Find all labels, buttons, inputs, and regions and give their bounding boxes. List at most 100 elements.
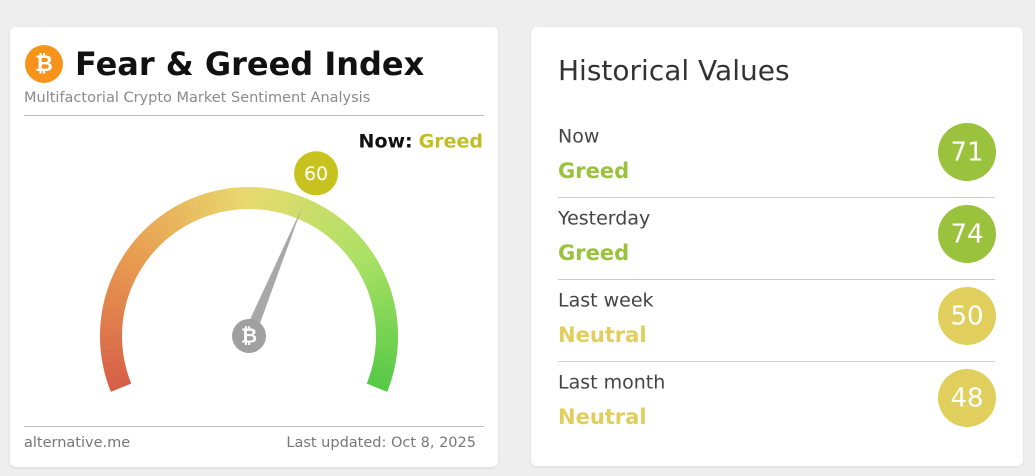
row-value: 50	[950, 302, 983, 332]
gauge-arc	[374, 347, 398, 358]
gauge-arc	[111, 271, 135, 287]
gauge-arc	[101, 353, 125, 364]
gauge-arc	[144, 225, 165, 246]
row-label: Last week	[558, 290, 654, 312]
gauge-arc	[160, 211, 180, 234]
gauge-arc	[373, 306, 397, 317]
row-badge	[938, 205, 996, 263]
gauge-arc	[102, 359, 126, 372]
row-classification: Neutral	[558, 323, 647, 347]
gauge-arc	[366, 278, 390, 293]
gauge-arc	[273, 189, 286, 213]
history-title: Historical Values	[558, 54, 790, 87]
gauge-arc	[372, 359, 396, 372]
needle-hub	[232, 319, 266, 353]
gauge-arc	[279, 191, 293, 215]
now-label: Now:	[359, 131, 413, 153]
gauge-arc	[227, 187, 237, 211]
gauge-arc	[138, 230, 160, 251]
gauge-arc	[350, 246, 373, 266]
gauge-arc	[370, 365, 394, 379]
hub-symbol: ₿	[241, 324, 257, 348]
gauge-arc	[285, 193, 300, 217]
updated: Last updated: Oct 8, 2025	[286, 435, 476, 451]
gauge-arc	[106, 284, 130, 299]
gauge-arc	[234, 187, 244, 210]
gauge-arc	[267, 188, 279, 212]
gauge-value: 60	[304, 163, 328, 185]
source: alternative.me	[24, 435, 130, 451]
gauge-arc	[291, 195, 307, 219]
row-classification: Neutral	[558, 405, 647, 429]
gauge-arc	[366, 377, 390, 392]
gauge-arc	[354, 252, 377, 271]
row-label: Last month	[558, 372, 665, 394]
gauge-arc	[134, 235, 156, 256]
gauge-arc	[261, 187, 272, 211]
row-value: 48	[950, 384, 983, 414]
bitcoin-icon	[25, 45, 63, 83]
gauge-arc	[374, 313, 398, 324]
gauge-arc	[108, 377, 132, 392]
gauge-arc	[114, 264, 138, 282]
gauge-arc	[108, 277, 133, 293]
gauge-arc	[303, 201, 320, 225]
gauge-arc	[101, 305, 125, 317]
gauge-arc	[363, 271, 387, 288]
bitcoin-symbol: ₿	[35, 52, 53, 77]
gauge-arc	[149, 220, 170, 242]
history-rows: Now Greed 71 Yesterday Greed 74 Last week Neutr…	[557, 123, 996, 429]
gauge-arc	[329, 220, 349, 242]
row-label: Now	[558, 126, 599, 148]
gauge-arc	[346, 241, 369, 261]
now-classification: Greed	[419, 131, 483, 153]
gauge-arc	[100, 347, 124, 357]
gauge-arc	[220, 188, 231, 212]
subtitle: Multifactorial Crypto Market Sentiment A…	[24, 90, 370, 106]
gauge-arc	[313, 208, 332, 231]
needle	[243, 206, 303, 339]
gauge-arc	[255, 187, 264, 210]
gauge-arc	[342, 235, 365, 256]
gauge-arc	[324, 216, 344, 238]
gauge-arc	[105, 371, 130, 386]
gauge-arc	[129, 240, 152, 260]
gauge-arc	[333, 225, 355, 247]
row-label: Yesterday	[557, 208, 650, 230]
gauge-arc	[103, 298, 127, 311]
gauge-arc	[117, 258, 141, 276]
gauge-arc	[297, 198, 313, 222]
gauge-arc	[121, 252, 144, 271]
row-value: 71	[950, 138, 983, 168]
gauge-arc	[373, 353, 397, 365]
title: Fear & Greed Index	[75, 45, 425, 83]
gauge-arc	[199, 193, 213, 217]
row-badge	[938, 369, 996, 427]
gauge-arc	[166, 207, 185, 231]
gauge-arc	[371, 298, 396, 311]
gauge-arc	[179, 201, 196, 224]
gauge-arc	[104, 291, 128, 305]
row-classification: Greed	[558, 241, 629, 265]
row-classification: Greed	[558, 159, 629, 183]
gauge-arc	[172, 204, 190, 227]
gauge-arc	[338, 230, 360, 251]
gauge-arc	[212, 189, 225, 213]
gauge-arc	[100, 312, 124, 323]
gauge-arc	[357, 258, 381, 276]
gauge-arc	[360, 265, 384, 282]
row-badge	[938, 123, 996, 181]
gauge-arc	[100, 320, 123, 329]
gauge-arc	[192, 195, 207, 219]
gauge-arc	[125, 246, 148, 266]
row-value: 74	[950, 220, 983, 250]
gauge-card	[10, 27, 498, 467]
gauge-arc	[319, 211, 338, 235]
row-badge	[938, 287, 996, 345]
gauge-arc	[368, 371, 392, 386]
gauge-arc	[308, 204, 326, 228]
gauge-arc	[368, 285, 392, 299]
gauge-arc	[185, 198, 201, 222]
